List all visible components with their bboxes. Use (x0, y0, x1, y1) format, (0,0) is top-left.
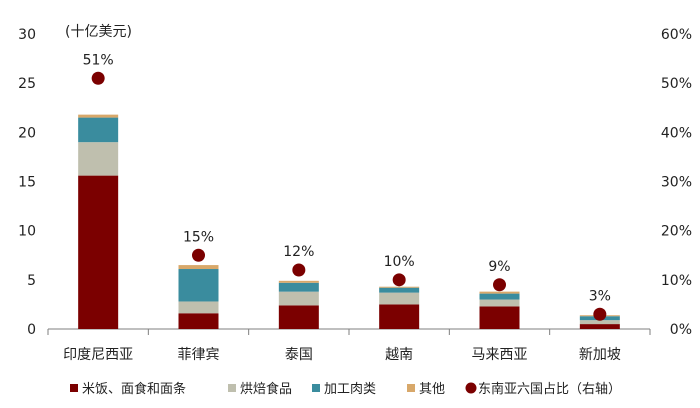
legend-marker (465, 382, 477, 394)
y-left-tick-label: 20 (18, 125, 36, 141)
share-data-label: 3% (589, 288, 611, 304)
y-right-tick-label: 20% (661, 224, 692, 240)
share-marker (392, 273, 406, 287)
x-tick-label: 印度尼西亚 (63, 347, 133, 363)
bar-segment (78, 117, 119, 143)
bar-segment (379, 287, 420, 293)
bar-segment (278, 282, 319, 292)
x-tick-label: 泰国 (285, 347, 313, 363)
bar-segment (479, 306, 520, 329)
y-left-tick-label: 30 (18, 27, 36, 43)
bar-segment (579, 320, 620, 325)
share-marker (292, 263, 306, 277)
share-marker (593, 307, 607, 321)
legend-label: 东南亚六国占比（右轴） (478, 381, 621, 397)
legend-label: 米饭、面食和面条 (82, 381, 186, 397)
legend-swatch (70, 384, 78, 392)
y-left-tick-label: 25 (18, 76, 36, 92)
share-data-label: 9% (488, 259, 510, 275)
y-left-tick-label: 10 (18, 224, 36, 240)
share-data-label: 51% (83, 52, 114, 68)
bar-segment (479, 291, 520, 294)
bar-segment (178, 313, 219, 329)
bar-segment (278, 291, 319, 306)
y-right-tick-label: 60% (661, 27, 692, 43)
legend-swatch (228, 384, 236, 392)
bar-segment (78, 142, 119, 176)
x-tick-label: 新加坡 (579, 347, 621, 363)
x-axis-labels: 印度尼西亚 菲律宾 泰国 越南 马来西亚 新加坡 (63, 347, 621, 363)
share-marker (192, 248, 205, 262)
bar-segment (479, 299, 520, 307)
bars (78, 114, 620, 329)
legend-label: 加工肉类 (324, 382, 376, 397)
legend-swatch (407, 384, 415, 392)
bar-segment (78, 175, 119, 329)
y-left-tick-label: 15 (18, 175, 36, 191)
bar-segment (479, 293, 520, 300)
bar-segment (379, 286, 420, 288)
share-marker (91, 71, 105, 85)
bar-segment (278, 280, 319, 283)
unit-label: (十亿美元) (65, 24, 132, 40)
legend: 米饭、面食和面条 烘焙食品 加工肉类 其他 东南亚六国占比（右轴） (70, 381, 621, 397)
legend-label: 其他 (419, 382, 445, 397)
y-right-tick-label: 0% (670, 322, 692, 338)
share-markers: 51% 15% 12% 10% 9% 3% (83, 52, 611, 321)
legend-label: 烘焙食品 (240, 381, 292, 397)
x-tick-label: 越南 (385, 347, 413, 363)
share-marker (493, 278, 506, 292)
share-data-label: 12% (283, 244, 314, 260)
y-left-tick-label: 0 (27, 322, 36, 338)
bar-segment (278, 305, 319, 329)
y-left-tick-label: 5 (27, 273, 36, 289)
x-tick-label: 菲律宾 (178, 347, 220, 363)
x-tick-label: 马来西亚 (472, 347, 528, 363)
bar-segment (579, 324, 620, 329)
y-right-tick-label: 30% (661, 175, 692, 191)
bar-segment (379, 304, 420, 329)
share-data-label: 15% (183, 229, 214, 245)
axes: 0 5 10 15 20 25 30 0% 10% 20% 30% 40% 50% 60% (18, 27, 692, 338)
bar-segment (379, 292, 420, 305)
y-right-tick-label: 50% (661, 76, 692, 92)
share-data-label: 10% (384, 254, 415, 270)
legend-swatch (312, 384, 320, 392)
bar-segment (178, 265, 219, 270)
bar-segment (78, 114, 119, 118)
bar-segment (178, 301, 219, 314)
y-right-tick-label: 40% (661, 125, 692, 141)
bar-segment (178, 269, 219, 302)
y-right-tick-label: 10% (661, 273, 692, 289)
